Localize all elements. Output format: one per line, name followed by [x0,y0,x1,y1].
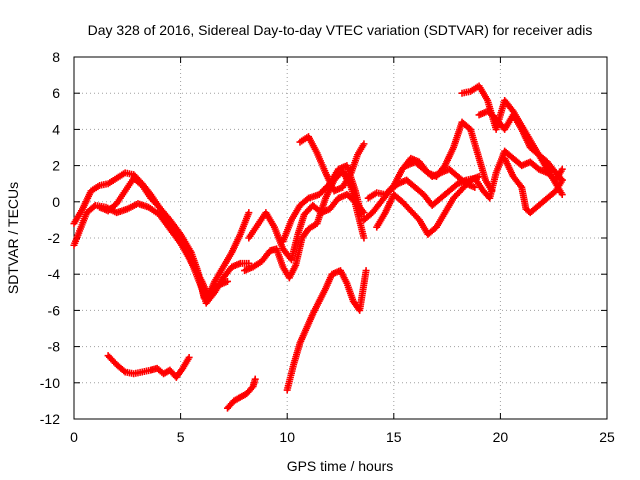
y-axis-title: SDTVAR / TECUs [5,182,21,294]
x-tick-label: 20 [493,429,509,445]
x-tick-label: 10 [279,429,295,445]
y-tick-label: 2 [52,158,60,174]
y-tick-label: 0 [52,194,60,210]
y-tick-label: -10 [40,375,60,391]
data-point-marker [360,140,368,148]
x-axis-title: GPS time / hours [287,458,394,474]
series-track-7 [245,191,368,264]
data-point-marker [488,187,496,195]
series-track-4 [104,352,193,381]
tick-marks [73,56,608,420]
data-point-marker [362,267,370,275]
data-point-marker [251,375,259,383]
data-point-marker [185,353,193,361]
series-track-2 [70,169,232,302]
data-point-marker [558,176,566,184]
series-track-16 [475,107,566,199]
x-tick-label: 15 [386,429,402,445]
y-tick-label: -2 [48,230,61,246]
data-point-marker [245,259,253,267]
series-track-14 [403,158,479,191]
chart-title: Day 328 of 2016, Sidereal Day-to-day VTE… [88,22,593,38]
y-tick-label: 4 [52,121,60,137]
series-track-3 [96,174,253,307]
y-tick-label: -8 [48,339,61,355]
data-point-marker [120,367,128,375]
data-point-marker [358,212,366,220]
plot-frame [73,56,608,420]
y-tick-label: -4 [48,266,61,282]
series-track-17 [501,154,566,217]
y-tick-label: 8 [52,49,60,65]
y-tick-label: -12 [40,411,60,427]
data-series [70,82,566,412]
data-point-marker [558,191,566,199]
series-track-8 [283,267,370,394]
x-tick-label: 0 [70,429,78,445]
x-tick-labels: 0 5 10 15 20 25 [70,429,615,445]
data-point-marker [558,165,566,173]
y-tick-labels: -12 -10 -8 -6 -4 -2 0 2 4 6 8 [40,49,60,427]
data-point-marker [224,277,232,285]
x-tick-label: 5 [177,429,185,445]
data-point-marker [360,234,368,242]
data-point-marker [245,209,253,217]
series-track-10 [279,162,366,246]
series-track-5 [224,375,259,412]
series-track-13 [373,172,483,238]
data-point-marker [475,172,483,180]
y-tick-label: 6 [52,85,60,101]
series-track-12 [364,118,496,202]
y-tick-label: -6 [48,302,61,318]
data-point-marker [471,183,479,191]
x-tick-label: 25 [599,429,615,445]
grid [74,57,607,419]
